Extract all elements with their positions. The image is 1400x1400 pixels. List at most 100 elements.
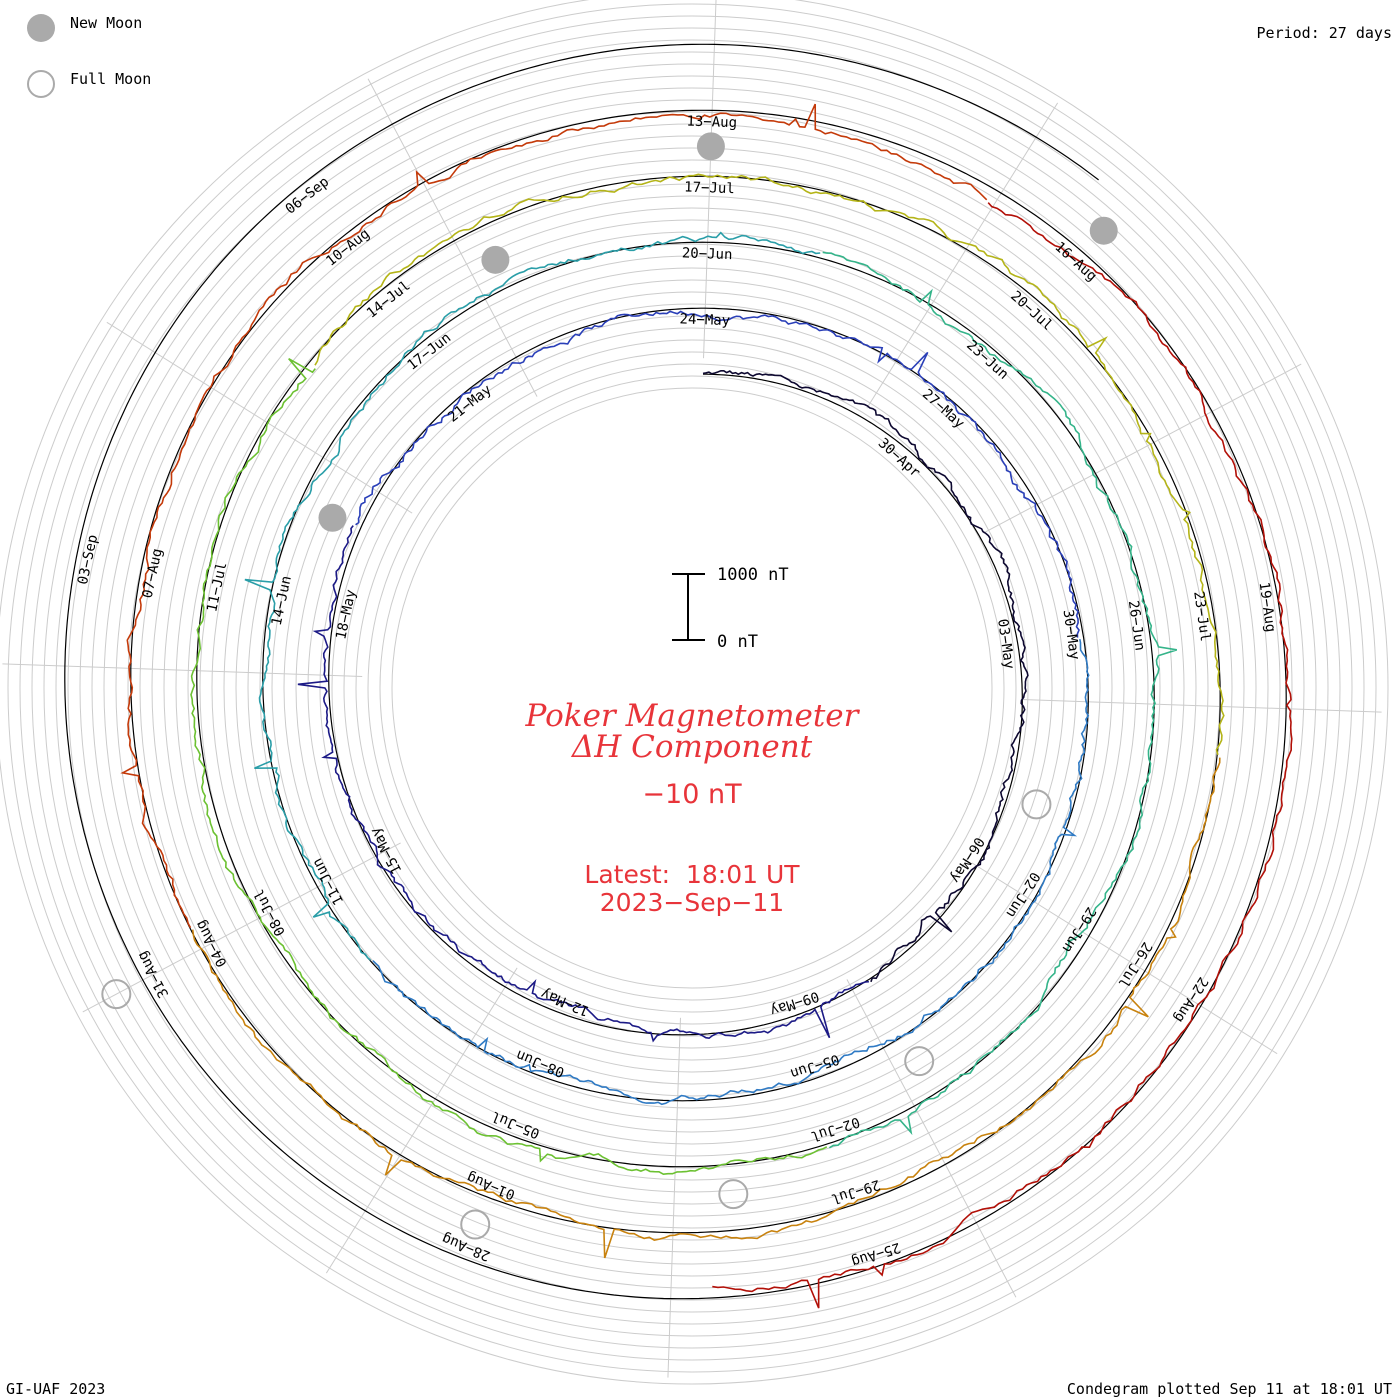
full-moon-marker: [1021, 789, 1052, 820]
trace-segment: [120, 103, 988, 929]
date-label: 19−Aug: [1256, 581, 1279, 633]
grid-ring: [331, 327, 1053, 1049]
grid-ring: [355, 351, 1029, 1025]
baseline-value: −10 nT: [642, 779, 742, 810]
new-moon-marker: [318, 503, 347, 532]
scale-bottom-label: 0 nT: [717, 632, 758, 652]
grid-ring: [247, 243, 1137, 1133]
grid-ring: [187, 183, 1197, 1193]
grid-ring: [31, 27, 1353, 1349]
moon-markers: [101, 132, 1118, 1240]
trace-segment: [297, 525, 869, 1043]
trace-segment: [702, 370, 1029, 983]
trace-segment: [314, 173, 1225, 756]
radial-spoke: [367, 78, 538, 397]
grid-ring: [295, 291, 1089, 1085]
new-moon-marker: [696, 132, 725, 161]
radial-spoke: [2, 663, 363, 677]
reference-spiral-line: [64, 43, 1287, 1300]
date-label: 20−Jun: [682, 245, 733, 263]
radial-spoke: [82, 842, 401, 1013]
scale-top-label: 1000 nT: [717, 565, 789, 585]
trace-segment: [822, 251, 1178, 1149]
center-info: −10 nT Latest: 18:01 UT 2023−Sep−11: [584, 779, 800, 917]
radial-spoke: [1021, 699, 1382, 713]
footer-left: GI-UAF 2023: [6, 1380, 106, 1398]
radial-spoke: [983, 363, 1302, 534]
grid-ring: [211, 207, 1173, 1169]
title-line1: Poker Magnetometer: [525, 698, 861, 734]
grid-ring: [7, 3, 1377, 1373]
center-title: Poker Magnetometer ΔH Component: [525, 698, 861, 765]
grid-ring: [91, 87, 1293, 1289]
new-moon-marker: [481, 245, 510, 274]
trace-segment: [191, 757, 1221, 1259]
full-moon-icon: [27, 70, 55, 98]
grid-ring: [367, 363, 1017, 1013]
grid-ring: [391, 387, 993, 989]
grid-ring: [43, 39, 1341, 1337]
trace-segment: [244, 231, 821, 961]
radial-spokes: [2, 0, 1382, 1378]
full-moon-label: Full Moon: [70, 70, 152, 88]
grid-ring: [223, 219, 1161, 1157]
radial-spoke: [866, 102, 1059, 409]
date-label: 26−Jun: [1125, 599, 1148, 651]
radial-spoke: [703, 0, 717, 359]
new-moon-label: New Moon: [70, 14, 143, 32]
trace-segment: [712, 202, 1293, 1309]
grid-ring: [127, 123, 1257, 1253]
grid-ring: [199, 195, 1185, 1181]
grid-ring: [151, 147, 1233, 1229]
full-moon-marker: [718, 1179, 749, 1210]
latest-label: Latest: 18:01 UT: [584, 860, 800, 889]
period-label: Period: 27 days: [1256, 24, 1392, 42]
date-label: 17−Jul: [684, 179, 735, 197]
grid-ring: [283, 279, 1101, 1097]
new-moon-icon: [27, 14, 55, 42]
grid-ring: [139, 135, 1245, 1241]
trace-segment: [190, 358, 828, 1176]
radial-spoke: [667, 1017, 681, 1378]
title-line2: ΔH Component: [571, 729, 813, 765]
grid-ring: [19, 15, 1365, 1361]
trace-segment: [372, 638, 1090, 1106]
grid-ring: [343, 339, 1041, 1037]
scale-bar: 1000 nT 0 nT: [672, 565, 789, 652]
new-moon-marker: [1089, 216, 1118, 245]
full-moon-marker: [460, 1209, 491, 1240]
reference-spiral: [64, 43, 1287, 1300]
grid-ring: [307, 303, 1077, 1073]
radial-spoke: [971, 862, 1278, 1055]
full-moon-marker: [101, 979, 132, 1010]
trace-segment: [355, 310, 1080, 638]
radial-spoke: [846, 979, 1017, 1298]
date-label: 03−Sep: [75, 533, 101, 586]
grid-ring: [175, 171, 1209, 1205]
latest-date: 2023−Sep−11: [600, 888, 784, 917]
date-label: 03−May: [994, 618, 1017, 670]
magnetometer-traces: [120, 103, 1293, 1309]
date-label: 23−Jul: [1190, 590, 1213, 642]
grid-ring: [271, 267, 1113, 1109]
date-label: 12−May: [539, 985, 592, 1019]
grid-ring: [55, 51, 1329, 1325]
grid-ring: [103, 99, 1281, 1277]
date-label: 30−May: [1060, 609, 1083, 661]
full-moon-marker: [904, 1046, 935, 1077]
grid-ring: [67, 63, 1317, 1313]
grid-ring: [115, 111, 1269, 1265]
date-label: 24−May: [679, 311, 730, 329]
radial-spoke: [325, 967, 518, 1274]
footer-right: Condegram plotted Sep 11 at 18:01 UT: [1066, 1380, 1392, 1398]
date-label: 01−Aug: [465, 1169, 518, 1203]
grid-ring: [79, 75, 1305, 1301]
grid-ring: [235, 231, 1149, 1145]
grid-ring: [259, 255, 1125, 1121]
date-label: 13−Aug: [686, 113, 737, 131]
radial-spoke: [106, 321, 413, 514]
grid-ring: [379, 375, 1005, 1001]
